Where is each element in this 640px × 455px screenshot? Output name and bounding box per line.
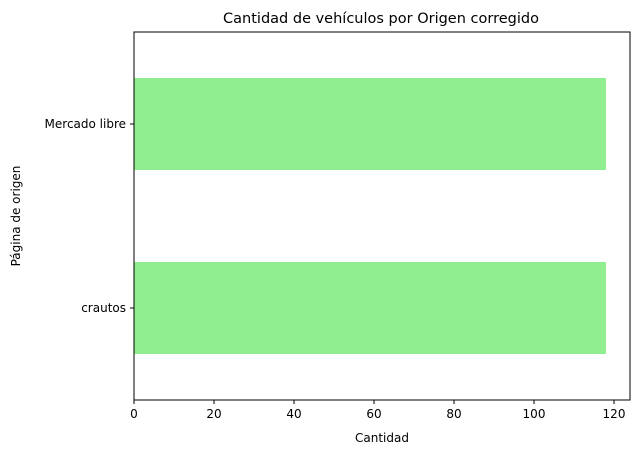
bar-mercado-libre: [134, 78, 606, 170]
x-axis-label: Cantidad: [355, 431, 409, 445]
bar-crautos: [134, 262, 606, 354]
x-tick-label: 100: [523, 407, 546, 421]
x-tick-label: 80: [446, 407, 461, 421]
x-tick-label: 60: [366, 407, 381, 421]
chart-title: Cantidad de vehículos por Origen corregi…: [223, 11, 539, 27]
y-tick-label: crautos: [81, 301, 126, 315]
y-tick-label: Mercado libre: [45, 117, 126, 131]
y-axis-label: Página de origen: [9, 166, 23, 267]
x-tick-label: 0: [130, 407, 138, 421]
x-tick-label: 40: [286, 407, 301, 421]
y-axis-ticks: crautos Mercado libre: [45, 117, 134, 315]
plot-frame: [133, 31, 631, 401]
x-tick-label: 20: [206, 407, 221, 421]
x-tick-label: 120: [603, 407, 626, 421]
bars-group: [134, 78, 606, 354]
x-axis-ticks: 0 20 40 60 80 100 120: [130, 400, 625, 421]
